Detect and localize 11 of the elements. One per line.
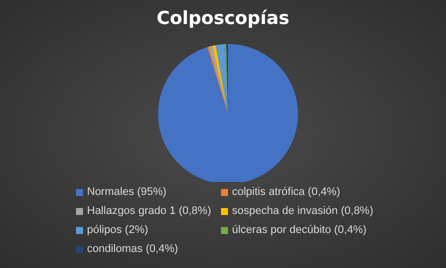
legend-label: Hallazgos grado 1 (0,8%) [87,205,212,217]
pie-slice [212,45,228,114]
legend-label: pólipos (2%) [87,224,148,236]
pie-slice [216,44,228,114]
pie-slice [158,44,298,182]
chart-title: Colposcopías [156,8,290,29]
legend-label: Normales (95%) [87,186,166,198]
legend-label: condilomas (0,4%) [87,243,178,255]
legend-label: sospecha de invasión (0,8%) [232,205,374,217]
legend-label: colpitis atrófica (0,4%) [232,186,340,198]
legend-label: úlceras por decúbito (0,4%) [232,224,367,236]
